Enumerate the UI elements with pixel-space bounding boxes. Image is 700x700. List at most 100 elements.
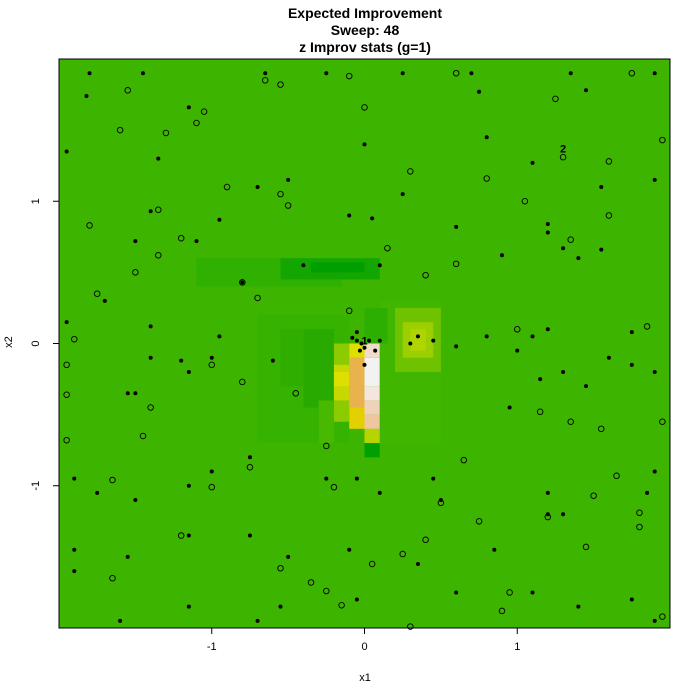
heatmap-cells — [196, 258, 441, 458]
sample-point-filled — [354, 338, 359, 343]
heatmap-cell — [349, 343, 365, 358]
heatmap-cell — [318, 400, 334, 444]
sample-point-open — [63, 391, 70, 398]
sample-point-filled — [507, 405, 512, 410]
sample-point-open — [559, 153, 567, 161]
sample-point-filled — [263, 71, 268, 76]
sample-point-filled — [286, 177, 291, 182]
heatmap-cell — [364, 343, 380, 358]
sample-point-filled — [347, 547, 352, 552]
sample-point-filled — [477, 89, 482, 94]
sample-point-filled — [530, 160, 535, 165]
sample-point-filled — [484, 334, 489, 339]
sample-point-filled — [362, 362, 367, 367]
sample-point-open — [239, 378, 246, 386]
y-tick-label: 1 — [30, 198, 42, 204]
sample-point-open — [399, 550, 406, 558]
sample-point-filled — [599, 247, 604, 252]
sample-point-open — [452, 69, 460, 77]
sample-point-filled — [645, 490, 650, 495]
heatmap-cell — [364, 400, 380, 415]
sample-point-open — [605, 212, 613, 219]
sample-point-filled — [141, 71, 146, 76]
sample-point-open — [155, 252, 162, 259]
chart-subtitle-sweep: Sweep: 48 — [331, 22, 400, 38]
sample-point-filled — [270, 358, 275, 363]
sample-point-open — [338, 601, 345, 609]
sample-point-open — [277, 190, 284, 198]
sample-point-filled — [186, 369, 191, 374]
sample-point-open — [261, 77, 269, 84]
sample-point-open — [659, 136, 666, 144]
sample-point-filled — [545, 490, 550, 495]
sample-point-filled — [469, 71, 474, 76]
sample-point-filled — [606, 355, 611, 360]
sample-point-filled — [652, 469, 657, 474]
sample-point-filled — [148, 209, 153, 214]
point-annotation: 2 — [560, 144, 566, 156]
sample-point-filled — [350, 335, 355, 340]
heatmap-cell — [333, 371, 350, 387]
sample-point-filled — [367, 338, 372, 343]
y-tick-label: 0 — [30, 340, 42, 346]
sample-point-filled — [72, 547, 77, 552]
sample-point-open — [109, 476, 116, 484]
sample-point-open — [246, 464, 254, 471]
point-annotations: 12 — [361, 144, 566, 348]
sample-point-open — [567, 418, 574, 425]
sample-point-open — [605, 158, 613, 165]
sample-point-filled — [545, 222, 550, 227]
sample-point-open — [307, 579, 315, 586]
sample-point-filled — [415, 334, 420, 339]
sample-point-open — [460, 456, 468, 464]
sample-point-open — [368, 560, 376, 568]
sample-point-open — [277, 565, 284, 572]
sample-point-filled — [561, 369, 566, 374]
sample-point-open — [521, 197, 529, 205]
sample-point-filled — [530, 590, 535, 595]
sample-point-open — [292, 390, 300, 397]
sample-point-filled — [545, 327, 550, 332]
sample-point-filled — [561, 246, 566, 251]
sample-point-filled — [652, 177, 657, 182]
sample-point-filled — [362, 345, 367, 350]
sample-point-open — [498, 607, 506, 615]
sample-point-open — [590, 492, 597, 499]
sample-point-filled — [64, 320, 69, 325]
sample-point-filled — [629, 597, 634, 602]
x-tick-label: 1 — [514, 641, 520, 653]
sample-point-open — [116, 126, 124, 134]
sample-point-filled — [133, 391, 138, 396]
sample-point-open — [147, 404, 154, 411]
sample-point-open — [223, 183, 231, 191]
sample-point-open — [567, 236, 574, 243]
sample-point-filled — [72, 569, 77, 574]
sample-points — [63, 69, 666, 630]
sample-point-open — [208, 361, 215, 369]
sample-point-filled — [209, 355, 214, 360]
sample-point-filled — [186, 533, 191, 538]
sample-point-filled — [629, 330, 634, 335]
sample-point-open — [598, 425, 605, 433]
sample-point-filled — [583, 384, 588, 389]
sample-point-filled — [568, 71, 573, 76]
sample-point-filled — [347, 213, 352, 218]
sample-point-filled — [354, 476, 359, 481]
sample-point-filled — [194, 239, 199, 244]
sample-point-filled — [515, 348, 520, 353]
sample-point-filled — [652, 71, 657, 76]
sample-point-open — [345, 72, 353, 80]
sample-point-filled — [324, 476, 329, 481]
sample-point-filled — [84, 93, 89, 98]
sample-point-filled — [373, 348, 378, 353]
sample-point-filled — [278, 604, 283, 609]
sample-point-filled — [431, 476, 436, 481]
sample-point-open — [361, 104, 368, 111]
plot-area: 12 — [58, 58, 671, 630]
sample-point-filled — [454, 224, 459, 229]
heatmap-cell — [349, 357, 365, 408]
sample-point-filled — [538, 377, 543, 382]
sample-point-open — [613, 472, 620, 480]
sample-point-open — [636, 523, 643, 531]
